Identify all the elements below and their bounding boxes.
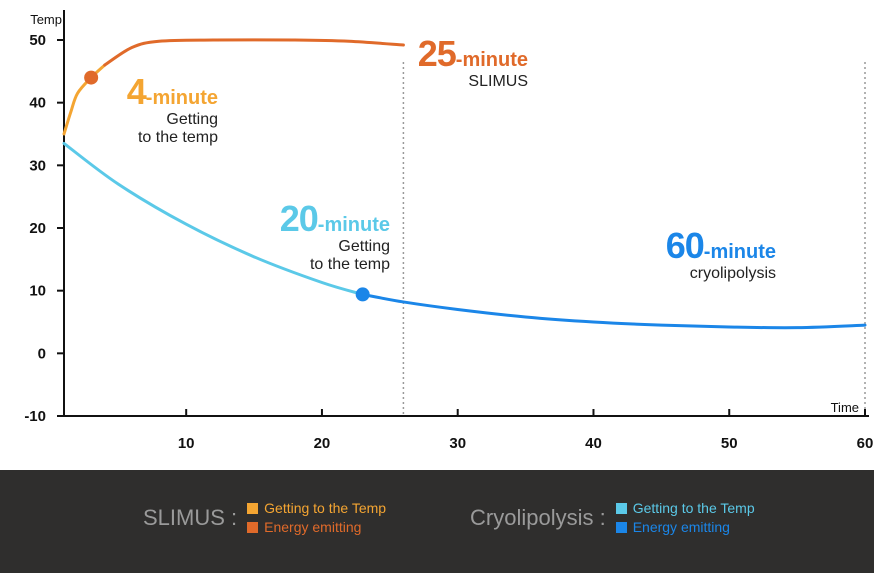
y-tick-label: 30 xyxy=(29,157,46,174)
legend-swatch xyxy=(247,521,259,533)
annotation-text: Getting xyxy=(166,111,218,128)
legend-bar: SLIMUS : Getting to the Temp Energy emit… xyxy=(0,470,874,573)
annotation-unit: -minute xyxy=(704,241,776,263)
legend-item: Getting to the Temp xyxy=(247,500,386,516)
x-tick-label: 10 xyxy=(178,435,195,452)
x-axis-title: Time xyxy=(831,400,859,415)
legend-label: Getting to the Temp xyxy=(264,500,387,516)
x-tick-label: 20 xyxy=(314,435,331,452)
annotation-title: 4-minute xyxy=(127,71,218,112)
annotation-unit: -minute xyxy=(146,87,218,109)
legend-group-slimus: SLIMUS : Getting to the Temp Energy emit… xyxy=(143,500,386,535)
annotation-text: cryolipolysis xyxy=(690,265,776,282)
annotation-title: 60-minute xyxy=(666,225,776,266)
series-line xyxy=(361,292,867,330)
legend-title-cryolipolysis: Cryolipolysis : xyxy=(470,504,606,530)
legend-label: Energy emitting xyxy=(632,519,730,535)
annotation-number: 60 xyxy=(666,225,704,266)
legend-title-slimus: SLIMUS : xyxy=(143,504,238,530)
legend-items-cryolipolysis: Getting to the Temp Energy emitting xyxy=(615,500,755,535)
annotation-text: to the temp xyxy=(138,129,218,146)
x-tick-label: 60 xyxy=(857,435,874,452)
y-tick-label: -10 xyxy=(24,408,46,425)
annotation-number: 25 xyxy=(418,33,457,74)
x-tick-label: 50 xyxy=(721,435,738,452)
y-axis-title: Temp xyxy=(30,12,62,27)
series-line xyxy=(103,38,405,67)
series-line xyxy=(62,141,365,296)
annotation-number: 20 xyxy=(280,198,318,239)
y-tick-label: 10 xyxy=(29,283,46,300)
annotation-unit: -minute xyxy=(318,214,390,236)
data-marker xyxy=(84,70,99,85)
y-tick-label: 40 xyxy=(29,95,46,112)
y-tick-label: 0 xyxy=(38,345,46,362)
legend-swatch xyxy=(247,502,259,514)
y-tick-label: 50 xyxy=(29,32,46,49)
x-tick-label: 30 xyxy=(449,435,466,452)
legend-label: Energy emitting xyxy=(264,519,362,535)
annotation-number: 4 xyxy=(127,71,147,112)
series-line xyxy=(62,63,107,136)
x-tick-label: 40 xyxy=(585,435,602,452)
annotation-text: SLIMUS xyxy=(468,73,528,90)
legend-item: Energy emitting xyxy=(615,519,755,535)
annotation-title: 25-minute xyxy=(418,33,528,74)
legend-swatch xyxy=(615,521,627,533)
legend-item: Getting to the Temp xyxy=(615,500,755,516)
annotation-text: to the temp xyxy=(310,256,390,273)
legend-items-slimus: Getting to the Temp Energy emitting xyxy=(247,500,386,535)
legend-group-cryolipolysis: Cryolipolysis : Getting to the Temp Ener… xyxy=(470,500,755,535)
y-tick-label: 20 xyxy=(29,220,46,237)
annotation-title: 20-minute xyxy=(280,198,390,239)
legend-item: Energy emitting xyxy=(247,519,386,535)
annotation-text: Getting xyxy=(338,238,390,255)
data-marker xyxy=(355,287,370,302)
legend-label: Getting to the Temp xyxy=(632,500,755,516)
legend-swatch xyxy=(615,502,627,514)
annotation-unit: -minute xyxy=(456,49,528,71)
chart-area: Temp Time 50 40 30 20 10 0 -10 10 20 30 40 50 60 4-minu… xyxy=(24,10,874,452)
